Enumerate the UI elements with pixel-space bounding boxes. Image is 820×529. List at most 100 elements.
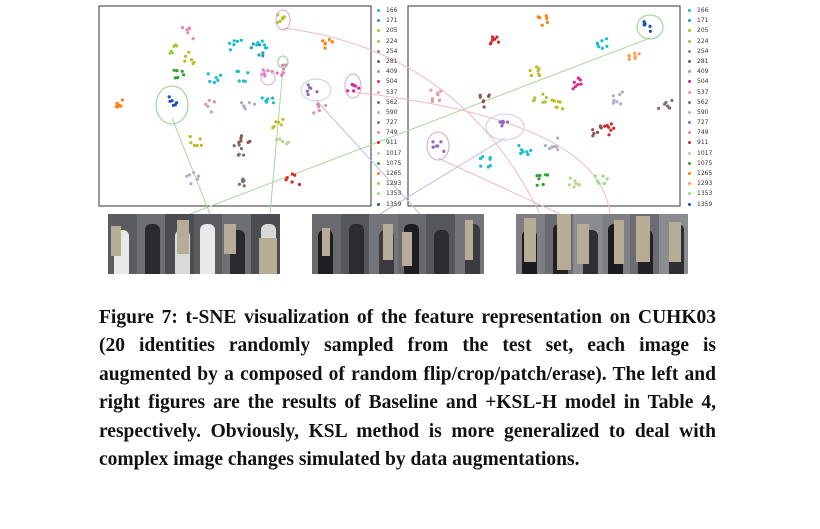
tsne-point: [241, 177, 245, 181]
tsne-point: [276, 120, 281, 124]
legend-marker: [688, 161, 691, 165]
tsne-point: [308, 86, 312, 90]
connector-line: [437, 157, 561, 215]
tsne-point: [618, 92, 622, 97]
legend-item-409: 409: [688, 67, 716, 77]
tsne-point: [556, 148, 560, 152]
legend-item-205: 205: [377, 26, 405, 36]
tsne-point: [558, 100, 562, 104]
legend-label: 281: [697, 57, 709, 65]
tsne-point: [261, 51, 265, 55]
tsne-point: [237, 152, 241, 156]
tsne-point: [346, 89, 350, 93]
tsne-cluster-504: [346, 82, 361, 93]
legend-item-1075: 1075: [688, 159, 716, 169]
legend-marker: [688, 192, 691, 196]
cluster-highlight: [300, 78, 332, 102]
legend-item-224: 224: [377, 37, 405, 47]
tsne-point: [246, 71, 250, 75]
tsne-point: [506, 120, 510, 124]
erase-patch: [668, 222, 681, 262]
tsne-cluster-911: [488, 35, 501, 46]
augmented-image: [165, 214, 194, 274]
tsne-point: [280, 73, 284, 77]
tsne-point: [265, 100, 269, 104]
tsne-point: [537, 72, 541, 76]
tsne-point: [436, 144, 440, 148]
tsne-point: [568, 176, 572, 180]
tsne-cluster-166: [260, 96, 276, 105]
legend-label: 1353: [697, 190, 713, 198]
tsne-point: [648, 29, 653, 33]
legend-item-1353: 1353: [377, 189, 405, 199]
tsne-point: [545, 20, 550, 25]
tsne-point: [607, 125, 611, 129]
connector-line: [315, 99, 421, 215]
tsne-point: [561, 107, 565, 111]
tsne-point: [330, 40, 334, 44]
augmented-image: [573, 214, 602, 274]
tsne-point: [663, 102, 667, 106]
tsne-point: [173, 76, 177, 80]
legend-marker: [377, 110, 380, 114]
tsne-cluster-224: [168, 43, 179, 55]
tsne-cluster-727: [431, 140, 446, 153]
tsne-point: [481, 99, 486, 103]
tsne-point: [324, 103, 328, 107]
tsne-point: [228, 48, 232, 52]
cluster-highlight: [485, 113, 525, 141]
tsne-point: [195, 144, 199, 148]
erase-patch: [636, 216, 651, 262]
tsne-cluster-1265: [536, 14, 550, 27]
tsne-point: [199, 143, 203, 147]
tsne-cluster-537: [204, 98, 217, 114]
tsne-point: [609, 128, 613, 132]
tsne-point: [500, 124, 504, 128]
tsne-point: [556, 136, 560, 140]
tsne-cluster-1017: [275, 137, 291, 146]
tsne-point: [189, 58, 194, 62]
tsne-cluster-727: [498, 119, 510, 128]
legend-item-590: 590: [377, 108, 405, 118]
tsne-point: [212, 80, 216, 85]
tsne-point: [552, 144, 556, 149]
person-figure: [348, 224, 364, 274]
legend-label: 727: [386, 119, 398, 127]
legend-item-537: 537: [688, 88, 716, 98]
tsne-point: [191, 37, 195, 41]
legend-marker: [377, 192, 380, 196]
tsne-point: [173, 103, 177, 107]
tsne-point: [544, 14, 548, 18]
tsne-point: [192, 171, 196, 175]
tsne-point: [278, 137, 282, 141]
erase-patch: [577, 224, 590, 264]
tsne-point: [573, 85, 578, 89]
legend-marker: [377, 100, 380, 104]
tsne-point: [198, 137, 202, 141]
tsne-point: [531, 99, 536, 103]
tsne-point: [442, 149, 446, 153]
tsne-point: [535, 174, 539, 178]
legend-item-590: 590: [688, 108, 716, 118]
legend-marker: [688, 100, 691, 104]
person-figure: [199, 224, 215, 274]
tsne-point: [275, 138, 279, 142]
tsne-point: [666, 104, 670, 108]
tsne-point: [627, 57, 631, 62]
tsne-point: [323, 46, 327, 50]
tsne-point: [567, 183, 572, 187]
tsne-point: [519, 151, 523, 156]
tsne-point: [242, 153, 246, 157]
legend-item-562: 562: [688, 98, 716, 108]
figure-caption: Figure 7: t-SNE visualization of the fea…: [99, 307, 716, 471]
augmented-image: [397, 214, 427, 274]
tsne-point: [482, 105, 486, 109]
legend-item-1265: 1265: [688, 169, 716, 179]
augmented-image: [136, 214, 166, 274]
tsne-cluster-1359: [167, 95, 179, 107]
tsne-point: [212, 100, 217, 104]
tsne-point: [187, 173, 192, 177]
tsne-point: [496, 40, 501, 44]
erase-patch: [464, 220, 473, 260]
augmented-images-group-1: [108, 214, 280, 274]
